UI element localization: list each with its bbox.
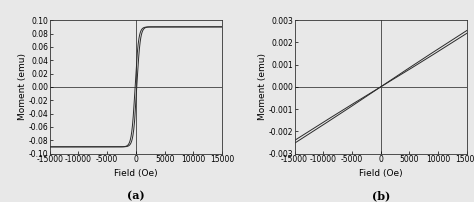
Text: (b): (b) <box>372 190 390 201</box>
X-axis label: Field (Oe): Field (Oe) <box>114 169 158 178</box>
Y-axis label: Moment (emu): Moment (emu) <box>18 53 27 120</box>
Text: (a): (a) <box>127 190 145 201</box>
Y-axis label: Moment (emu): Moment (emu) <box>258 53 267 120</box>
X-axis label: Field (Oe): Field (Oe) <box>359 169 402 178</box>
